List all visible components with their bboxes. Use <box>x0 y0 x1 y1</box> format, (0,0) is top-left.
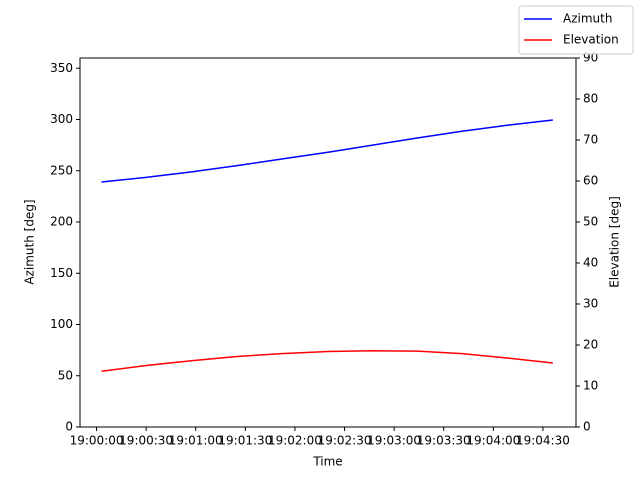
y2-tick-label: 20 <box>583 338 598 352</box>
y2-tick-label: 30 <box>583 297 598 311</box>
legend-label: Azimuth <box>563 12 612 26</box>
plot-frame <box>79 57 577 428</box>
y2-tick-label: 70 <box>583 133 598 147</box>
y2-tick-label: 60 <box>583 174 598 188</box>
y2-tick-label: 10 <box>583 379 598 393</box>
x-tick-label: 19:00:30 <box>119 434 173 448</box>
x-tick-label: 19:04:30 <box>516 434 570 448</box>
data-line <box>101 119 553 183</box>
y-tick-label: 250 <box>50 163 73 177</box>
x-tick-label: 19:04:00 <box>466 434 520 448</box>
x-tick-label: 19:01:00 <box>169 434 223 448</box>
y-tick-label: 50 <box>58 368 73 382</box>
data-line <box>101 349 553 372</box>
y2-tick-label: 40 <box>583 256 598 270</box>
y-tick-label: 100 <box>50 317 73 331</box>
legend-label: Elevation <box>563 33 619 47</box>
y-tick-label: 350 <box>50 61 73 75</box>
y2-tick-label: 0 <box>583 420 591 434</box>
x-tick-label: 19:03:30 <box>417 434 471 448</box>
y2-tick-label: 50 <box>583 215 598 229</box>
x-tick-label: 19:00:00 <box>70 434 124 448</box>
x-tick-label: 19:02:00 <box>268 434 322 448</box>
y-tick-label: 200 <box>50 215 73 229</box>
y2-tick-label: 80 <box>583 92 598 106</box>
y-axis-label: Azimuth [deg] <box>23 199 37 284</box>
y-tick-label: 150 <box>50 266 73 280</box>
x-axis-label: Time <box>312 455 342 469</box>
y2-axis-label: Elevation [deg] <box>608 196 622 288</box>
y-tick-label: 0 <box>65 420 73 434</box>
x-tick-label: 19:01:30 <box>218 434 272 448</box>
x-tick-label: 19:03:00 <box>367 434 421 448</box>
y-tick-label: 300 <box>50 112 73 126</box>
x-tick-label: 19:02:30 <box>318 434 372 448</box>
legend-box <box>518 5 634 55</box>
